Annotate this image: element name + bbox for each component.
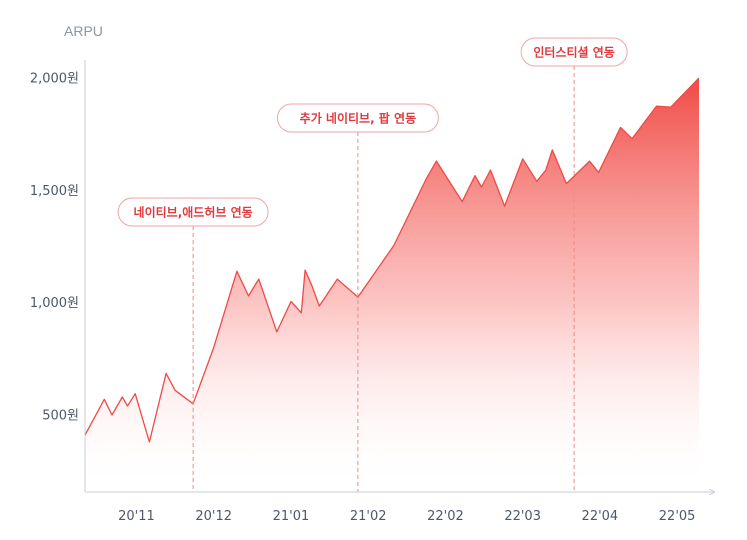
annotation-label: 네이티브,애드허브 연동	[134, 205, 253, 220]
y-axis-ticks: 500원 1,000원 1,500원 2,000원	[30, 72, 79, 424]
area-fill	[85, 78, 699, 492]
y-tick-label: 1,000원	[30, 296, 79, 311]
y-tick-label: 2,000원	[30, 72, 79, 87]
annotation-badge: 네이티브,애드허브 연동	[117, 197, 269, 227]
y-tick-label: 1,500원	[30, 184, 79, 199]
annotation-label: 추가 네이티브, 팝 연동	[300, 111, 416, 126]
x-tick-label: 22'05	[659, 509, 696, 524]
x-tick-label: 21'02	[350, 509, 387, 524]
x-tick-label: 22'04	[582, 509, 619, 524]
y-axis-title: ARPU	[64, 23, 103, 39]
annotation-box	[117, 197, 269, 227]
x-tick-label: 22'03	[504, 509, 541, 524]
y-tick-label: 500원	[42, 409, 79, 424]
x-tick-label: 21'01	[273, 509, 310, 524]
annotation-badge: 인터스티셜 연동	[520, 37, 628, 67]
x-axis-ticks: 20'11 20'12 21'01 21'02 22'02 22'03 22'04 22'05	[118, 509, 695, 524]
annotation-badge: 추가 네이티브, 팝 연동	[276, 103, 439, 133]
axes	[84, 60, 714, 492]
annotation-box	[520, 37, 628, 67]
x-tick-label: 20'11	[118, 509, 155, 524]
annotation-label: 인터스티셜 연동	[533, 45, 614, 60]
series-line	[84, 77, 700, 443]
annotation-box	[276, 103, 439, 133]
x-tick-label: 22'02	[427, 509, 464, 524]
x-tick-label: 20'12	[195, 509, 232, 524]
annotations: 네이티브,애드허브 연동 추가 네이티브, 팝 연동 인터스티셜 연동	[117, 37, 628, 492]
arpu-area	[84, 77, 700, 492]
